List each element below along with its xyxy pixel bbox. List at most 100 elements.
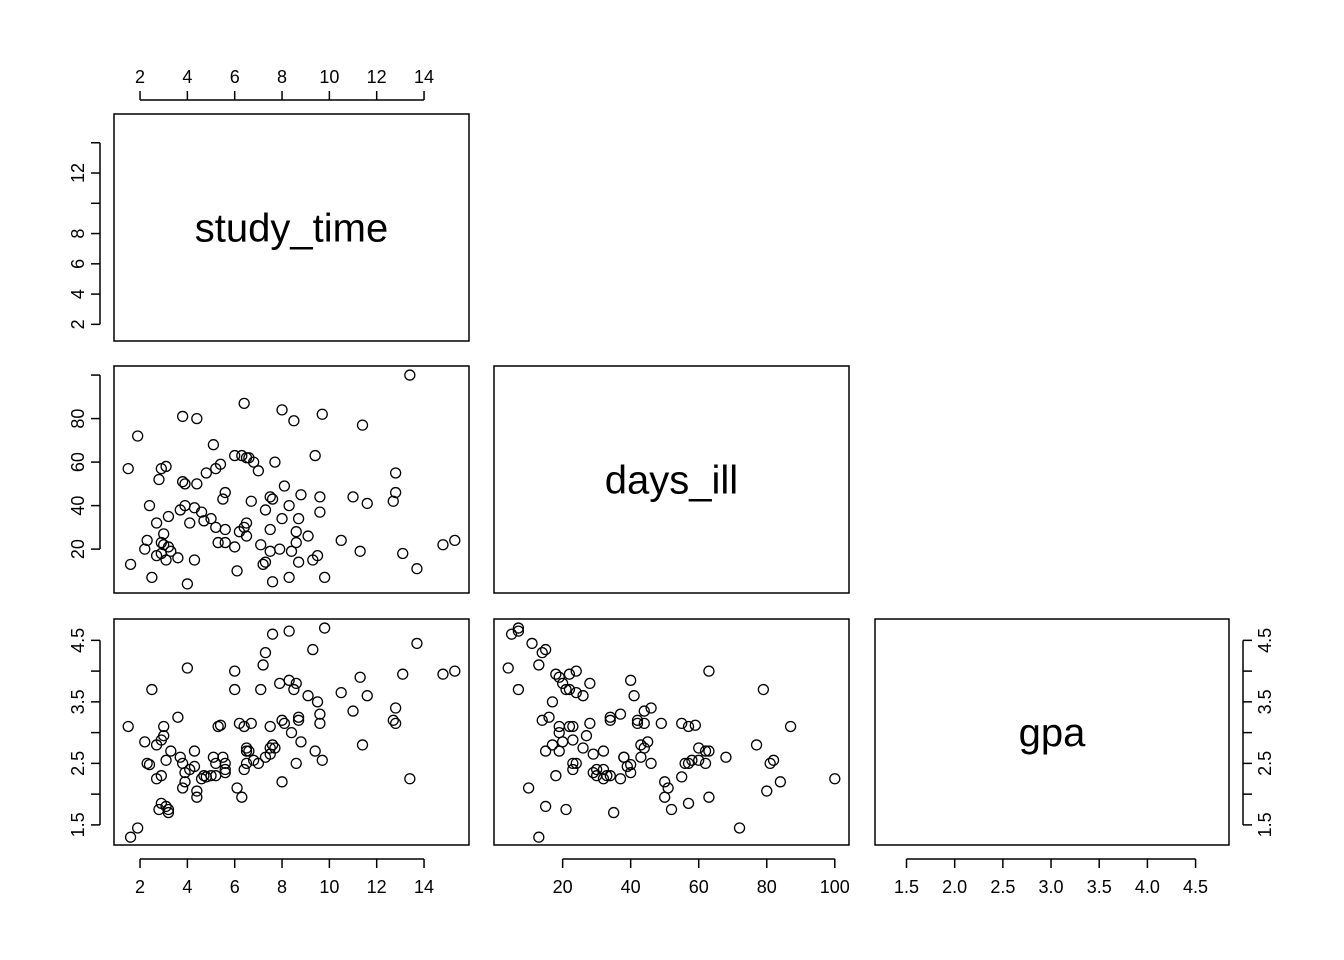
point-gpa-vs-study_time xyxy=(237,792,247,802)
top-axis-study-time-tick-label: 10 xyxy=(319,67,339,87)
point-gpa-vs-study_time xyxy=(232,783,242,793)
bottom-axis-gpa-tick-label: 4.5 xyxy=(1183,877,1208,897)
point-gpa-vs-study_time xyxy=(315,718,325,728)
point-gpa-vs-study_time xyxy=(140,737,150,747)
variable-label-gpa: gpa xyxy=(1019,711,1086,755)
point-gpa-vs-days_ill xyxy=(830,774,840,784)
point-days_ill-vs-study_time xyxy=(275,544,285,554)
point-gpa-vs-study_time xyxy=(355,672,365,682)
point-days_ill-vs-study_time xyxy=(258,559,268,569)
point-gpa-vs-days_ill xyxy=(554,746,564,756)
point-days_ill-vs-study_time xyxy=(348,492,358,502)
point-days_ill-vs-study_time xyxy=(279,481,289,491)
point-days_ill-vs-study_time xyxy=(192,414,202,424)
point-days_ill-vs-study_time xyxy=(398,548,408,558)
point-days_ill-vs-study_time xyxy=(220,488,230,498)
point-days_ill-vs-study_time xyxy=(253,466,263,476)
point-days_ill-vs-study_time xyxy=(296,490,306,500)
bottom-axis-days-ill-tick-label: 20 xyxy=(553,877,573,897)
point-days_ill-vs-study_time xyxy=(163,511,173,521)
point-gpa-vs-days_ill xyxy=(541,801,551,811)
point-gpa-vs-days_ill xyxy=(721,752,731,762)
bottom-axis-study-time-tick-label: 2 xyxy=(135,877,145,897)
point-gpa-vs-days_ill xyxy=(588,749,598,759)
point-gpa-vs-days_ill xyxy=(626,675,636,685)
bottom-axis-gpa-tick-label: 1.5 xyxy=(894,877,919,897)
point-days_ill-vs-study_time xyxy=(320,572,330,582)
point-gpa-vs-days_ill xyxy=(752,740,762,750)
bottom-axis-study-time-tick-label: 8 xyxy=(277,877,287,897)
point-gpa-vs-study_time xyxy=(275,678,285,688)
left-axis-study-time-tick-label: 6 xyxy=(68,259,88,269)
point-gpa-vs-study_time xyxy=(230,666,240,676)
point-days_ill-vs-study_time xyxy=(182,579,192,589)
point-gpa-vs-study_time xyxy=(405,774,415,784)
point-gpa-vs-study_time xyxy=(438,669,448,679)
point-gpa-vs-days_ill xyxy=(527,638,537,648)
point-gpa-vs-study_time xyxy=(239,765,249,775)
point-gpa-vs-study_time xyxy=(391,703,401,713)
point-gpa-vs-days_ill xyxy=(667,805,677,815)
point-days_ill-vs-study_time xyxy=(391,488,401,498)
point-gpa-vs-days_ill xyxy=(646,758,656,768)
bottom-axis-days-ill-tick-label: 40 xyxy=(621,877,641,897)
bottom-axis-gpa-tick-label: 2.0 xyxy=(942,877,967,897)
point-gpa-vs-days_ill xyxy=(568,735,578,745)
point-gpa-vs-days_ill xyxy=(534,660,544,670)
point-days_ill-vs-study_time xyxy=(239,398,249,408)
left-axis-gpa-tick-label: 4.5 xyxy=(68,628,88,653)
point-days_ill-vs-study_time xyxy=(405,370,415,380)
point-gpa-vs-days_ill xyxy=(581,731,591,741)
bottom-axis-study-time-tick-label: 4 xyxy=(182,877,192,897)
point-days_ill-vs-study_time xyxy=(284,572,294,582)
bottom-axis-gpa-tick-label: 4.0 xyxy=(1135,877,1160,897)
point-gpa-vs-study_time xyxy=(258,660,268,670)
point-gpa-vs-study_time xyxy=(218,752,228,762)
bottom-axis-study-time-tick-label: 10 xyxy=(319,877,339,897)
point-days_ill-vs-study_time xyxy=(220,538,230,548)
bottom-axis-days-ill-tick-label: 60 xyxy=(689,877,709,897)
left-axis-days-ill-tick-label: 80 xyxy=(68,409,88,429)
point-gpa-vs-study_time xyxy=(391,718,401,728)
point-gpa-vs-study_time xyxy=(450,666,460,676)
point-gpa-vs-days_ill xyxy=(762,786,772,796)
point-gpa-vs-study_time xyxy=(279,718,289,728)
point-days_ill-vs-study_time xyxy=(265,525,275,535)
point-gpa-vs-study_time xyxy=(287,728,297,738)
point-days_ill-vs-study_time xyxy=(246,496,256,506)
point-gpa-vs-study_time xyxy=(166,746,176,756)
point-days_ill-vs-study_time xyxy=(412,564,422,574)
point-days_ill-vs-study_time xyxy=(123,464,133,474)
bottom-axis-days-ill-tick-label: 100 xyxy=(820,877,850,897)
point-days_ill-vs-study_time xyxy=(154,475,164,485)
right-axis-gpa-tick-label: 1.5 xyxy=(1255,812,1275,837)
panel-days_ill-vs-study_time xyxy=(114,366,469,593)
point-gpa-vs-study_time xyxy=(313,697,323,707)
left-axis-study-time-tick-label: 12 xyxy=(68,163,88,183)
point-gpa-vs-days_ill xyxy=(735,823,745,833)
point-days_ill-vs-study_time xyxy=(180,479,190,489)
point-gpa-vs-study_time xyxy=(180,777,190,787)
point-gpa-vs-study_time xyxy=(362,691,372,701)
point-days_ill-vs-study_time xyxy=(277,514,287,524)
point-gpa-vs-study_time xyxy=(159,721,169,731)
point-gpa-vs-study_time xyxy=(182,663,192,673)
point-days_ill-vs-study_time xyxy=(310,451,320,461)
point-gpa-vs-study_time xyxy=(303,691,313,701)
right-axis-gpa-tick-label: 3.5 xyxy=(1255,689,1275,714)
point-days_ill-vs-study_time xyxy=(173,553,183,563)
point-gpa-vs-days_ill xyxy=(598,746,608,756)
point-gpa-vs-days_ill xyxy=(636,752,646,762)
point-gpa-vs-study_time xyxy=(277,715,287,725)
bottom-axis-days-ill-tick-label: 80 xyxy=(757,877,777,897)
point-gpa-vs-days_ill xyxy=(585,718,595,728)
point-gpa-vs-days_ill xyxy=(619,752,629,762)
point-days_ill-vs-study_time xyxy=(192,479,202,489)
points-layer xyxy=(123,370,840,842)
point-gpa-vs-study_time xyxy=(260,648,270,658)
point-gpa-vs-study_time xyxy=(388,715,398,725)
point-gpa-vs-study_time xyxy=(336,688,346,698)
point-days_ill-vs-study_time xyxy=(277,405,287,415)
point-gpa-vs-days_ill xyxy=(684,798,694,808)
point-days_ill-vs-study_time xyxy=(230,542,240,552)
